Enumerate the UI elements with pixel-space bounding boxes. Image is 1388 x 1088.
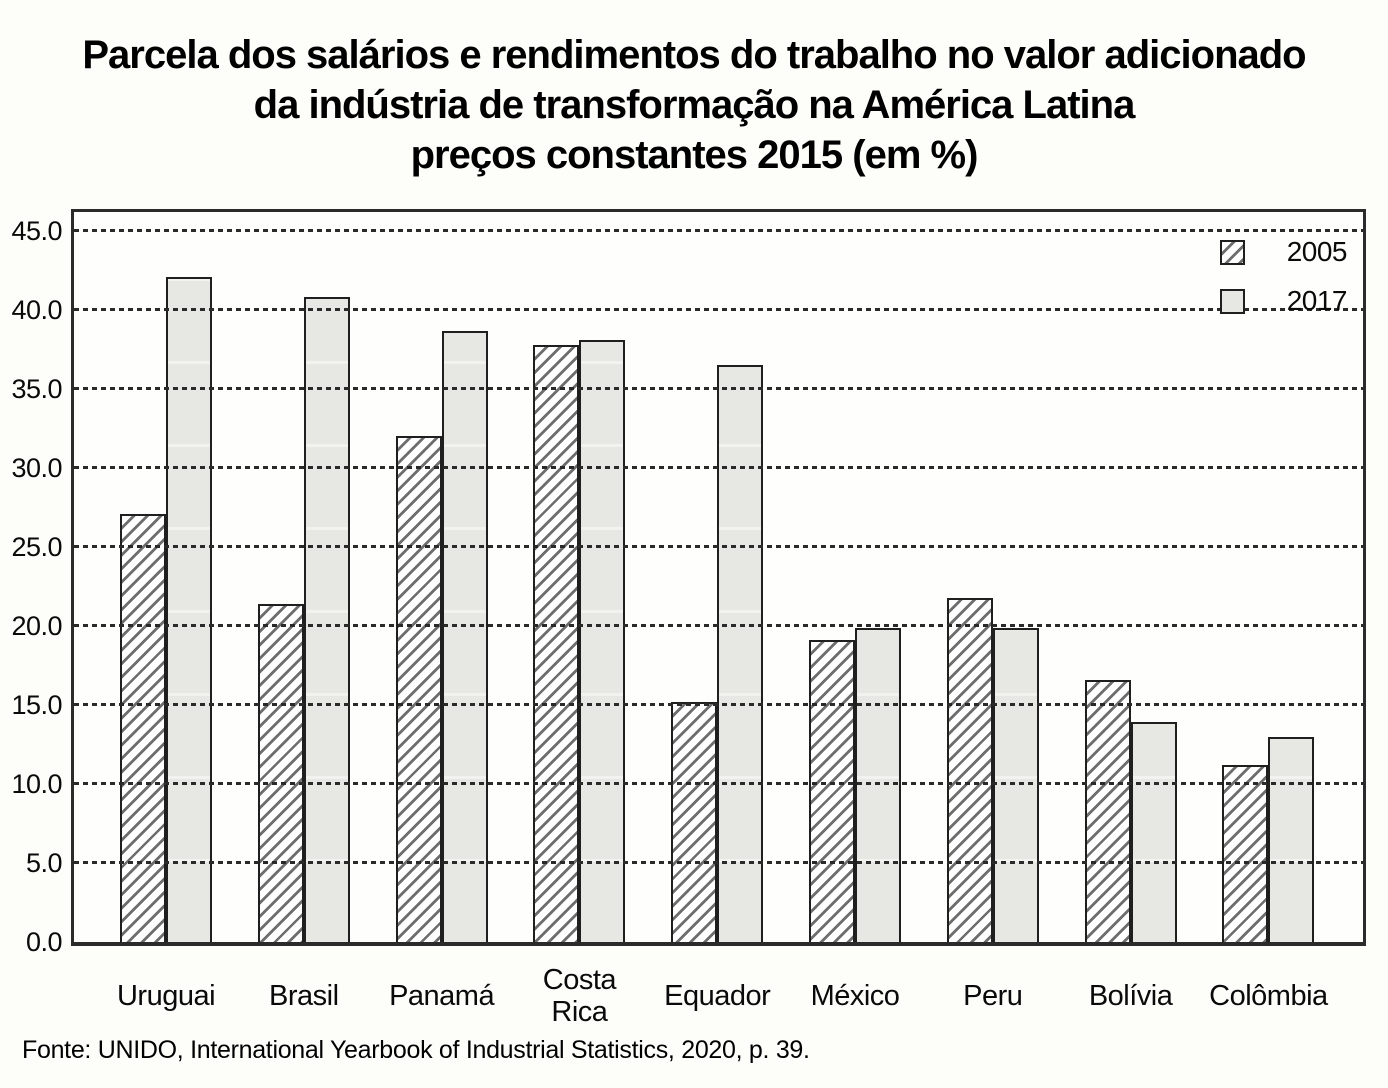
legend-swatch-2005-hatched — [1220, 239, 1245, 265]
bar-2017-panama — [441, 330, 488, 942]
ytick-5-0: 5.0 — [25, 848, 63, 878]
legend: 2005 2017 — [1220, 236, 1348, 334]
ytick-35-0: 35.0 — [11, 374, 62, 404]
bar-2005-colombia — [1222, 765, 1269, 942]
bar-2005-uruguai — [120, 513, 166, 942]
bar-2005-panama — [395, 436, 442, 942]
xlabel-colombia: Colômbia — [1209, 980, 1328, 1012]
legend-item-2017: 2017 — [1220, 285, 1348, 317]
bar-2017-bolivia — [1130, 722, 1177, 942]
bar-2017-uruguai — [166, 276, 212, 942]
legend-label-2005: 2005 — [1286, 236, 1348, 267]
xlabel-bolivia: Bolívia — [1088, 980, 1173, 1012]
xlabel-panama: Panamá — [389, 980, 495, 1012]
bar-2017-mexico — [855, 627, 901, 942]
bar-2005-equador — [671, 701, 718, 942]
bars-layer — [74, 212, 1363, 942]
legend-label-2017: 2017 — [1286, 285, 1348, 316]
title-line-3: preços constantes 2015 (em %) — [410, 133, 979, 177]
ytick-15-0: 15.0 — [11, 690, 62, 720]
bar-2005-bolivia — [1084, 679, 1131, 942]
bar-2005-mexico — [809, 640, 855, 942]
xlabel-uruguai: Uruguai — [116, 980, 216, 1012]
bar-2005-brasil — [257, 603, 304, 942]
ytick-40-0: 40.0 — [11, 295, 62, 325]
xlabel-peru: Peru — [963, 980, 1023, 1012]
ytick-25-0: 25.0 — [11, 532, 62, 562]
legend-item-2005: 2005 — [1220, 236, 1348, 268]
bar-2005-costa-rica — [533, 344, 580, 942]
chart-title: Parcela dos salários e rendimentos do tr… — [0, 30, 1388, 180]
bar-2017-equador — [717, 365, 764, 942]
plot-area: 2005 2017 — [71, 209, 1366, 946]
title-line-2: da indústria de transformação na América… — [253, 83, 1136, 127]
xlabel-costa-rica: Costa Rica — [542, 964, 617, 1028]
ytick-20-0: 20.0 — [11, 611, 62, 641]
bar-2017-brasil — [303, 297, 350, 942]
bar-2005-peru — [946, 597, 993, 942]
title-line-1: Parcela dos salários e rendimentos do tr… — [82, 33, 1306, 77]
ytick-0-0: 0.0 — [25, 927, 63, 957]
bar-2017-costa-rica — [579, 340, 626, 942]
xlabel-equador: Equador — [664, 980, 771, 1012]
xlabel-mexico: México — [810, 980, 900, 1012]
ytick-45-0: 45.0 — [11, 216, 62, 246]
bar-2017-peru — [992, 627, 1039, 942]
bar-2017-colombia — [1268, 736, 1315, 942]
ytick-10-0: 10.0 — [11, 769, 62, 799]
legend-swatch-2017-solid — [1220, 288, 1245, 314]
xlabel-brasil: Brasil — [269, 980, 339, 1012]
source-note: Fonte: UNIDO, International Yearbook of … — [22, 1036, 810, 1064]
ytick-30-0: 30.0 — [11, 453, 62, 483]
